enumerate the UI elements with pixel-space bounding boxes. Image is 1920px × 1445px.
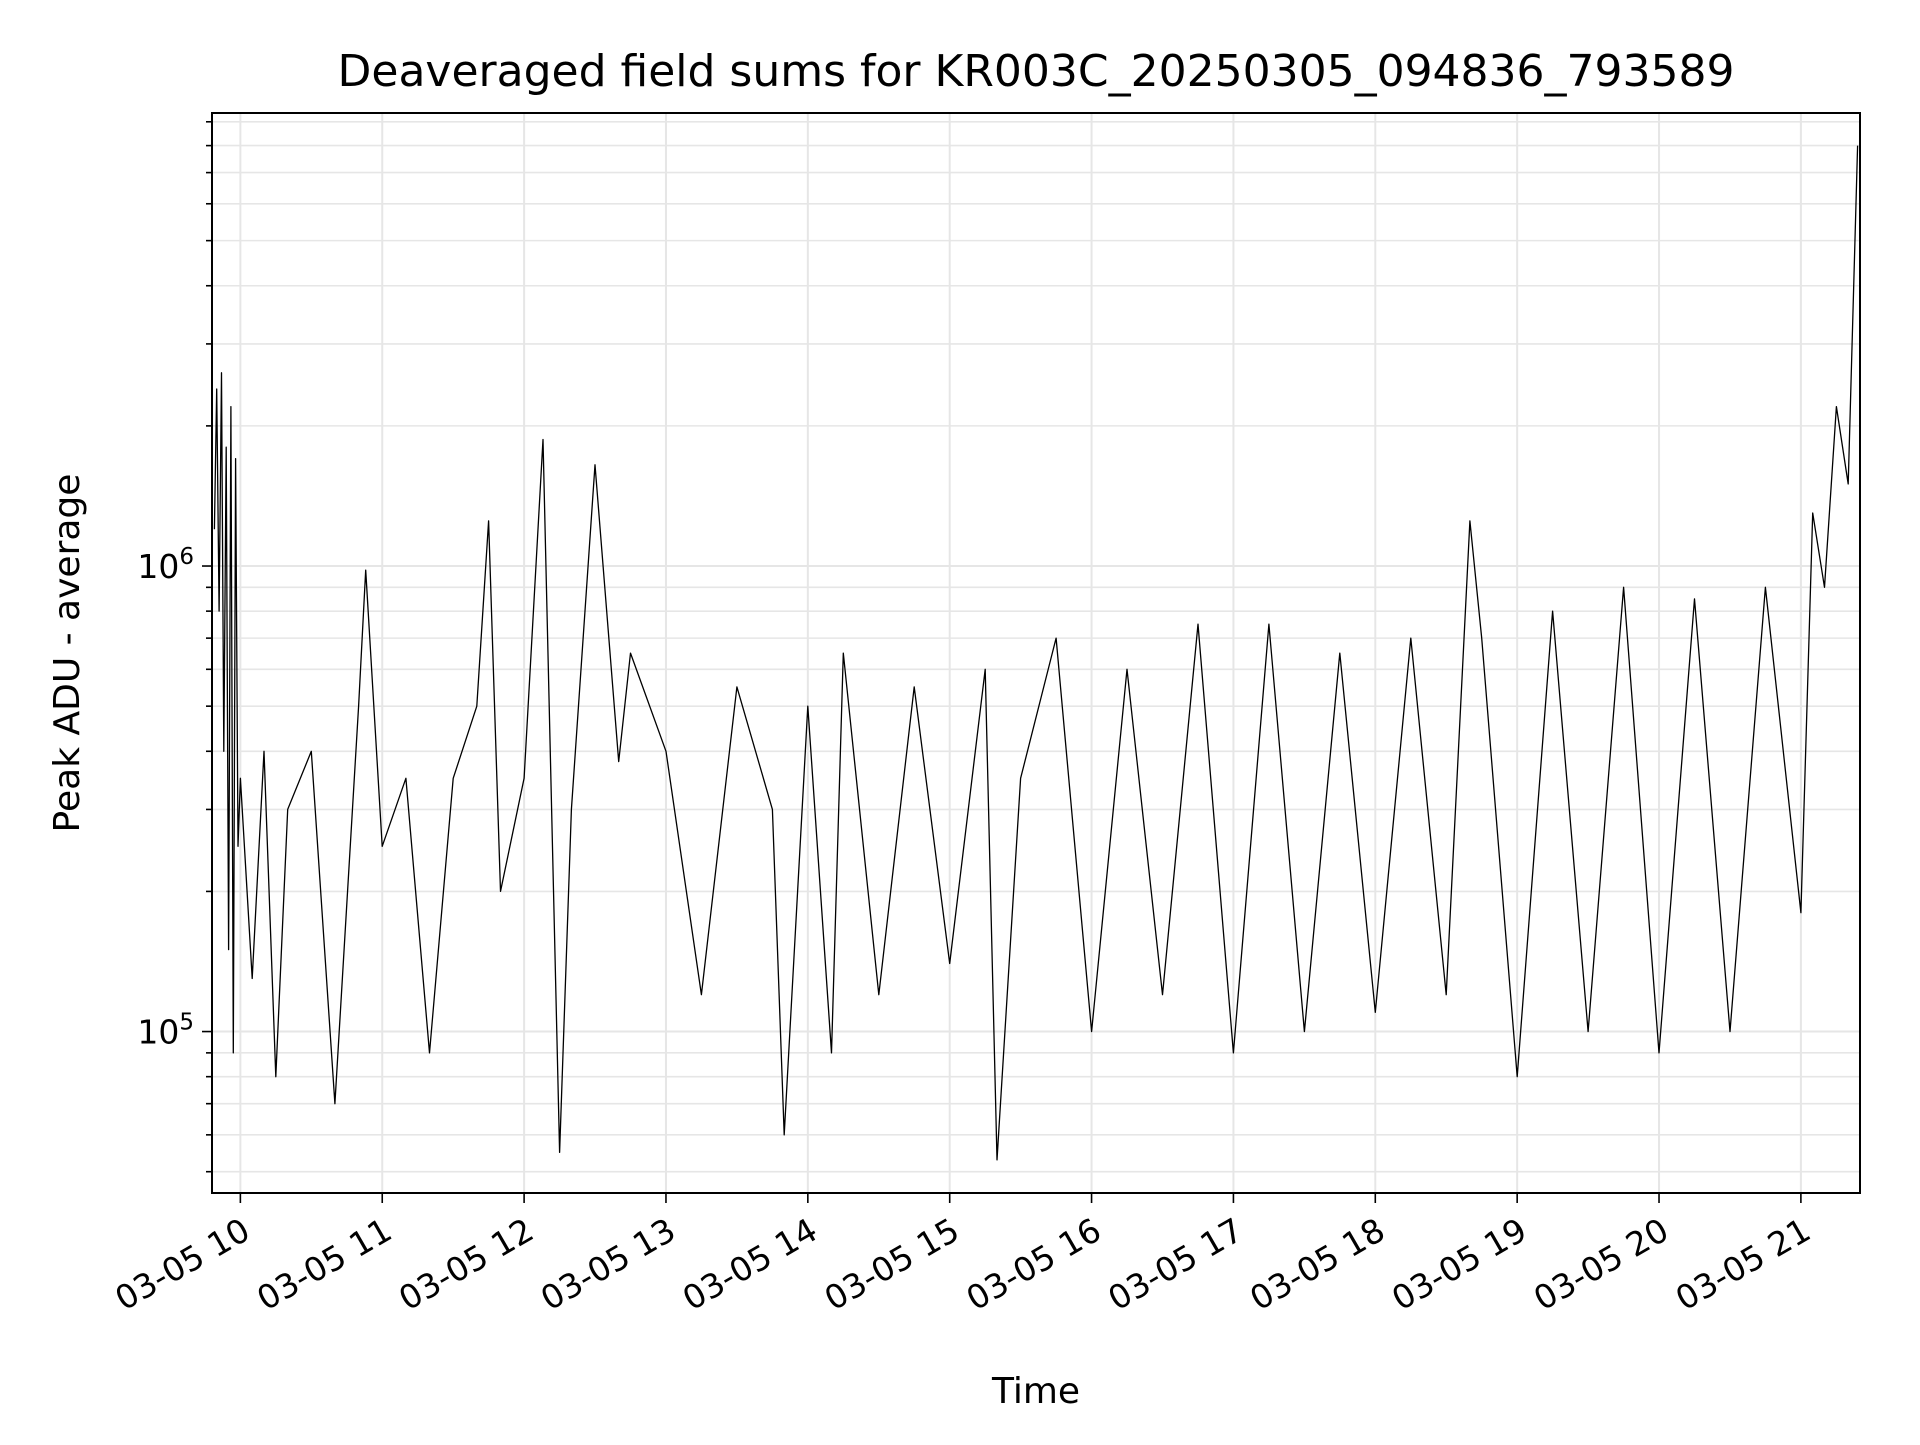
y-tick-exponent: 5 <box>179 1010 194 1036</box>
grid-layer <box>212 113 1860 1193</box>
y-tick-base: 10 <box>137 547 179 586</box>
y-tick-base: 10 <box>137 1013 179 1052</box>
chart-title: Deaveraged field sums for KR003C_2025030… <box>338 46 1735 97</box>
y-tick-label: 106 <box>137 544 194 586</box>
y-axis-label: Peak ADU - average <box>47 474 88 833</box>
plot-frame <box>211 112 1861 1194</box>
series-layer <box>213 145 1859 1161</box>
series-line <box>213 145 1859 1161</box>
y-tick-exponent: 6 <box>179 544 194 570</box>
x-axis-label: Time <box>991 1371 1080 1412</box>
y-tick-label: 105 <box>137 1010 194 1052</box>
